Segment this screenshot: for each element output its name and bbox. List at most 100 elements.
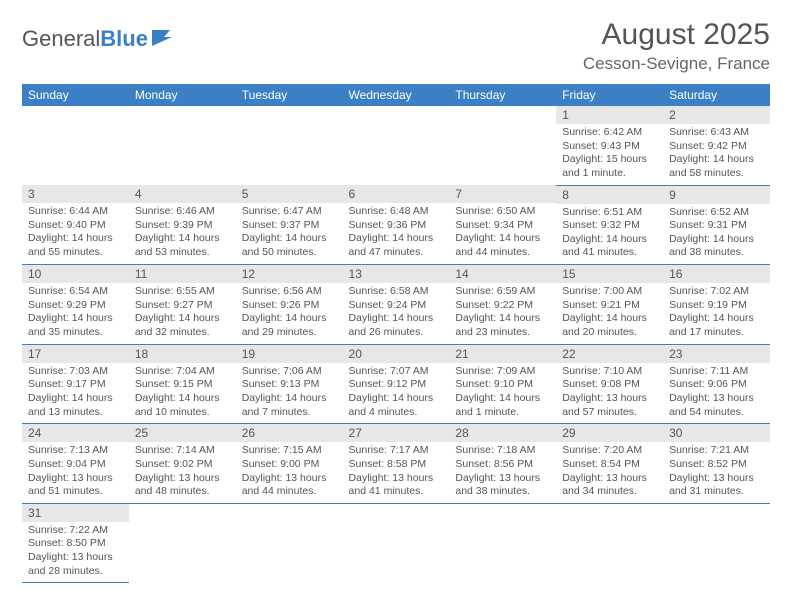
sunrise-line: Sunrise: 7:04 AM [135, 365, 230, 379]
calendar-row: 3Sunrise: 6:44 AMSunset: 9:40 PMDaylight… [22, 185, 770, 265]
day-body: Sunrise: 7:07 AMSunset: 9:12 PMDaylight:… [343, 363, 450, 424]
calendar-cell: 27Sunrise: 7:17 AMSunset: 8:58 PMDayligh… [343, 424, 450, 504]
calendar-row: 1Sunrise: 6:42 AMSunset: 9:43 PMDaylight… [22, 106, 770, 185]
daylight-line: Daylight: 14 hours and 26 minutes. [349, 312, 444, 339]
calendar-cell: 13Sunrise: 6:58 AMSunset: 9:24 PMDayligh… [343, 265, 450, 345]
sunrise-line: Sunrise: 7:13 AM [28, 444, 123, 458]
sunset-line: Sunset: 9:19 PM [669, 299, 764, 313]
sunrise-line: Sunrise: 7:22 AM [28, 524, 123, 538]
weekday-header: Thursday [449, 84, 556, 106]
day-body: Sunrise: 7:00 AMSunset: 9:21 PMDaylight:… [556, 283, 663, 344]
sunset-line: Sunset: 8:56 PM [455, 458, 550, 472]
sunrise-line: Sunrise: 7:09 AM [455, 365, 550, 379]
logo-text-1: General [22, 26, 100, 52]
day-body: Sunrise: 7:13 AMSunset: 9:04 PMDaylight:… [22, 442, 129, 503]
sunset-line: Sunset: 9:26 PM [242, 299, 337, 313]
sunset-line: Sunset: 9:00 PM [242, 458, 337, 472]
weekday-header: Monday [129, 84, 236, 106]
logo-text-2: Blue [100, 26, 148, 52]
sunset-line: Sunset: 9:37 PM [242, 219, 337, 233]
calendar-cell: 10Sunrise: 6:54 AMSunset: 9:29 PMDayligh… [22, 265, 129, 345]
sunrise-line: Sunrise: 7:15 AM [242, 444, 337, 458]
calendar-cell: 11Sunrise: 6:55 AMSunset: 9:27 PMDayligh… [129, 265, 236, 345]
day-body: Sunrise: 7:09 AMSunset: 9:10 PMDaylight:… [449, 363, 556, 424]
daylight-line: Daylight: 13 hours and 44 minutes. [242, 472, 337, 499]
sunrise-line: Sunrise: 6:42 AM [562, 126, 657, 140]
daylight-line: Daylight: 13 hours and 57 minutes. [562, 392, 657, 419]
day-body: Sunrise: 6:50 AMSunset: 9:34 PMDaylight:… [449, 203, 556, 264]
sunset-line: Sunset: 9:39 PM [135, 219, 230, 233]
calendar-cell [343, 106, 450, 185]
day-number: 16 [663, 265, 770, 283]
day-body: Sunrise: 6:55 AMSunset: 9:27 PMDaylight:… [129, 283, 236, 344]
calendar-cell: 22Sunrise: 7:10 AMSunset: 9:08 PMDayligh… [556, 344, 663, 424]
calendar-cell [129, 503, 236, 583]
sunset-line: Sunset: 9:22 PM [455, 299, 550, 313]
sunset-line: Sunset: 9:29 PM [28, 299, 123, 313]
calendar-cell [343, 503, 450, 583]
daylight-line: Daylight: 14 hours and 50 minutes. [242, 232, 337, 259]
calendar-cell: 25Sunrise: 7:14 AMSunset: 9:02 PMDayligh… [129, 424, 236, 504]
sunrise-line: Sunrise: 7:14 AM [135, 444, 230, 458]
sunrise-line: Sunrise: 7:18 AM [455, 444, 550, 458]
calendar-cell: 31Sunrise: 7:22 AMSunset: 8:50 PMDayligh… [22, 503, 129, 583]
day-number: 3 [22, 185, 129, 203]
calendar-cell [663, 503, 770, 583]
calendar-cell: 9Sunrise: 6:52 AMSunset: 9:31 PMDaylight… [663, 185, 770, 265]
logo: GeneralBlue [22, 18, 174, 52]
sunset-line: Sunset: 8:58 PM [349, 458, 444, 472]
day-body: Sunrise: 6:54 AMSunset: 9:29 PMDaylight:… [22, 283, 129, 344]
day-body: Sunrise: 7:10 AMSunset: 9:08 PMDaylight:… [556, 363, 663, 424]
calendar-table: SundayMondayTuesdayWednesdayThursdayFrid… [22, 84, 770, 583]
sunrise-line: Sunrise: 7:07 AM [349, 365, 444, 379]
flag-icon [152, 30, 174, 46]
day-number: 11 [129, 265, 236, 283]
day-number: 29 [556, 424, 663, 442]
day-body: Sunrise: 6:59 AMSunset: 9:22 PMDaylight:… [449, 283, 556, 344]
sunset-line: Sunset: 9:12 PM [349, 378, 444, 392]
daylight-line: Daylight: 13 hours and 48 minutes. [135, 472, 230, 499]
calendar-cell: 28Sunrise: 7:18 AMSunset: 8:56 PMDayligh… [449, 424, 556, 504]
day-body: Sunrise: 7:11 AMSunset: 9:06 PMDaylight:… [663, 363, 770, 424]
calendar-cell: 20Sunrise: 7:07 AMSunset: 9:12 PMDayligh… [343, 344, 450, 424]
daylight-line: Daylight: 13 hours and 38 minutes. [455, 472, 550, 499]
day-body: Sunrise: 6:44 AMSunset: 9:40 PMDaylight:… [22, 203, 129, 264]
calendar-cell: 24Sunrise: 7:13 AMSunset: 9:04 PMDayligh… [22, 424, 129, 504]
day-body: Sunrise: 7:17 AMSunset: 8:58 PMDaylight:… [343, 442, 450, 503]
day-number: 6 [343, 185, 450, 203]
calendar-row: 24Sunrise: 7:13 AMSunset: 9:04 PMDayligh… [22, 424, 770, 504]
calendar-body: 1Sunrise: 6:42 AMSunset: 9:43 PMDaylight… [22, 106, 770, 583]
daylight-line: Daylight: 14 hours and 29 minutes. [242, 312, 337, 339]
weekday-header: Saturday [663, 84, 770, 106]
sunrise-line: Sunrise: 7:00 AM [562, 285, 657, 299]
daylight-line: Daylight: 14 hours and 1 minute. [455, 392, 550, 419]
calendar-cell [236, 503, 343, 583]
sunrise-line: Sunrise: 7:02 AM [669, 285, 764, 299]
daylight-line: Daylight: 14 hours and 7 minutes. [242, 392, 337, 419]
calendar-cell: 18Sunrise: 7:04 AMSunset: 9:15 PMDayligh… [129, 344, 236, 424]
sunrise-line: Sunrise: 7:20 AM [562, 444, 657, 458]
daylight-line: Daylight: 14 hours and 35 minutes. [28, 312, 123, 339]
daylight-line: Daylight: 14 hours and 55 minutes. [28, 232, 123, 259]
sunrise-line: Sunrise: 6:44 AM [28, 205, 123, 219]
sunrise-line: Sunrise: 6:50 AM [455, 205, 550, 219]
sunrise-line: Sunrise: 6:59 AM [455, 285, 550, 299]
sunrise-line: Sunrise: 6:47 AM [242, 205, 337, 219]
weekday-header: Tuesday [236, 84, 343, 106]
weekday-header: Wednesday [343, 84, 450, 106]
weekday-header: Friday [556, 84, 663, 106]
day-body: Sunrise: 7:06 AMSunset: 9:13 PMDaylight:… [236, 363, 343, 424]
sunset-line: Sunset: 8:54 PM [562, 458, 657, 472]
daylight-line: Daylight: 14 hours and 32 minutes. [135, 312, 230, 339]
calendar-cell [129, 106, 236, 185]
sunrise-line: Sunrise: 6:52 AM [669, 206, 764, 220]
title-block: August 2025 Cesson-Sevigne, France [583, 18, 770, 74]
sunset-line: Sunset: 8:52 PM [669, 458, 764, 472]
sunset-line: Sunset: 9:08 PM [562, 378, 657, 392]
calendar-cell: 4Sunrise: 6:46 AMSunset: 9:39 PMDaylight… [129, 185, 236, 265]
calendar-row: 31Sunrise: 7:22 AMSunset: 8:50 PMDayligh… [22, 503, 770, 583]
day-number: 17 [22, 345, 129, 363]
day-number: 12 [236, 265, 343, 283]
sunset-line: Sunset: 9:10 PM [455, 378, 550, 392]
day-number: 7 [449, 185, 556, 203]
